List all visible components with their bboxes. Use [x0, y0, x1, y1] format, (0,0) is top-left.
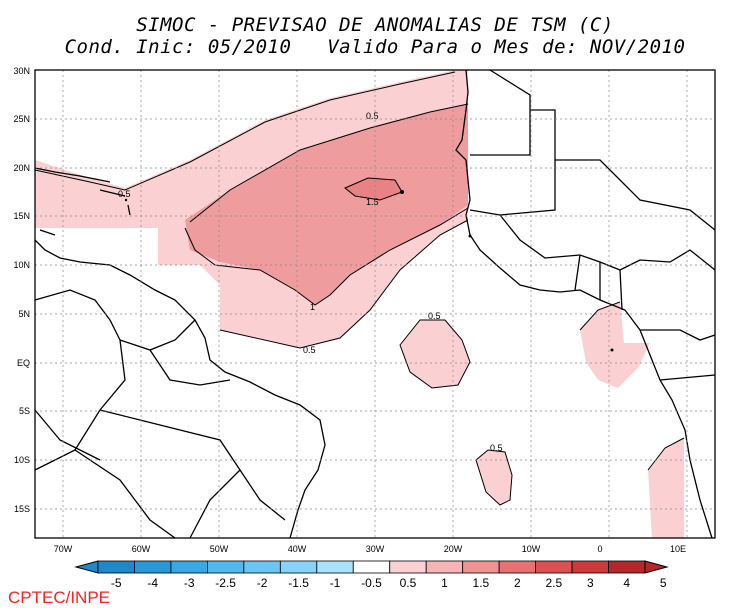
colorbar-label: 2: [514, 576, 521, 590]
colorbar-label: -2.5: [215, 576, 236, 590]
map-frame: [34, 69, 716, 539]
longitude-labels: 70W 60W 50W 40W 30W 20W 10W 0 10E: [54, 544, 686, 554]
colorbar-swatch: [170, 560, 208, 574]
colorbar-label: -4: [147, 576, 158, 590]
colorbar-label: 1: [441, 576, 448, 590]
colorbar-swatch: [498, 560, 536, 574]
lat-label: 20N: [13, 163, 30, 173]
lat-label: 15S: [14, 504, 30, 514]
map-title: SIMOC - PREVISAO DE ANOMALIAS DE TSM (C): [136, 14, 614, 36]
colorbar-label: -5: [111, 576, 122, 590]
colorbar-label: -1.5: [288, 576, 309, 590]
colorbar-swatch: [608, 560, 646, 574]
islands: [124, 190, 614, 352]
contour-label: 0.5: [118, 189, 131, 199]
lon-label: 10E: [670, 544, 686, 554]
colorbar-label: 3: [587, 576, 594, 590]
anomaly-shading-high: [345, 178, 402, 200]
colorbar-swatch: [425, 560, 464, 574]
colorbar-swatch: [535, 560, 573, 574]
colorbar-label: 2.5: [545, 576, 562, 590]
lat-label: 30N: [13, 66, 30, 76]
colorbar-swatch: [97, 560, 135, 574]
contour-label: 0.5: [490, 443, 503, 453]
lon-label: 50W: [210, 544, 229, 554]
lat-label: 5S: [19, 406, 30, 416]
colorbar-swatch: [316, 560, 354, 574]
colorbar-swatch: [134, 560, 172, 574]
lon-label: 30W: [366, 544, 385, 554]
colorbar-label: -0.5: [361, 576, 382, 590]
lat-label: 15N: [13, 211, 30, 221]
colorbar-swatch: [571, 560, 609, 574]
map-subtitle: Cond. Inic: 05/2010 Valido Para o Mes de…: [64, 36, 686, 58]
contour-labels: 0.5 0.5 1.5 1 0.5 0.5 0.5: [118, 111, 503, 453]
anomaly-shading-mid: [185, 104, 468, 305]
contour-label: 1.5: [366, 197, 379, 207]
colorbar-labels: -5 -4 -3 -2.5 -2 -1.5 -1 -0.5 0.5 1 1.5 2 2.5 3 4 5: [111, 576, 667, 590]
lat-label: 25N: [13, 114, 30, 124]
colorbar-swatch: [462, 560, 500, 574]
lat-label: 5N: [18, 309, 30, 319]
colorbar-label: 1.5: [473, 576, 490, 590]
contour-label: 1: [310, 302, 315, 312]
colorbar-label: 5: [660, 576, 667, 590]
colorbar-swatch: [243, 560, 281, 574]
grid-lines: [35, 70, 715, 538]
latitude-labels: 30N 25N 20N 15N 10N 5N EQ 5S 10S 15S: [13, 66, 30, 514]
colorbar-label: 0.5: [400, 576, 417, 590]
colorbar-swatch: [279, 560, 318, 574]
credit-label: CPTEC/INPE: [8, 588, 111, 607]
lat-label: 10N: [13, 260, 30, 270]
colorbar-label: -1: [330, 576, 341, 590]
coastlines: [34, 69, 716, 539]
contour-label: 0.5: [303, 345, 316, 355]
colorbar-label: 4: [623, 576, 630, 590]
lon-label: 40W: [288, 544, 307, 554]
lon-label: 70W: [54, 544, 73, 554]
lat-label: 10S: [14, 455, 30, 465]
colorbar-swatch: [352, 560, 391, 574]
lat-label: EQ: [17, 358, 30, 368]
colorbar-arrow-right: [644, 560, 669, 574]
lon-label: 20W: [444, 544, 463, 554]
contour-label: 0.5: [366, 111, 379, 121]
lon-label: 0: [597, 544, 602, 554]
colorbar-label: -3: [184, 576, 195, 590]
colorbar: [74, 560, 669, 574]
lon-label: 10W: [522, 544, 541, 554]
contour-label: 0.5: [428, 311, 441, 321]
colorbar-arrow-left: [74, 560, 99, 574]
colorbar-swatch: [389, 560, 427, 574]
lon-label: 60W: [132, 544, 151, 554]
contour-lines: [34, 71, 685, 506]
colorbar-swatch: [206, 560, 245, 574]
colorbar-label: -2: [257, 576, 268, 590]
